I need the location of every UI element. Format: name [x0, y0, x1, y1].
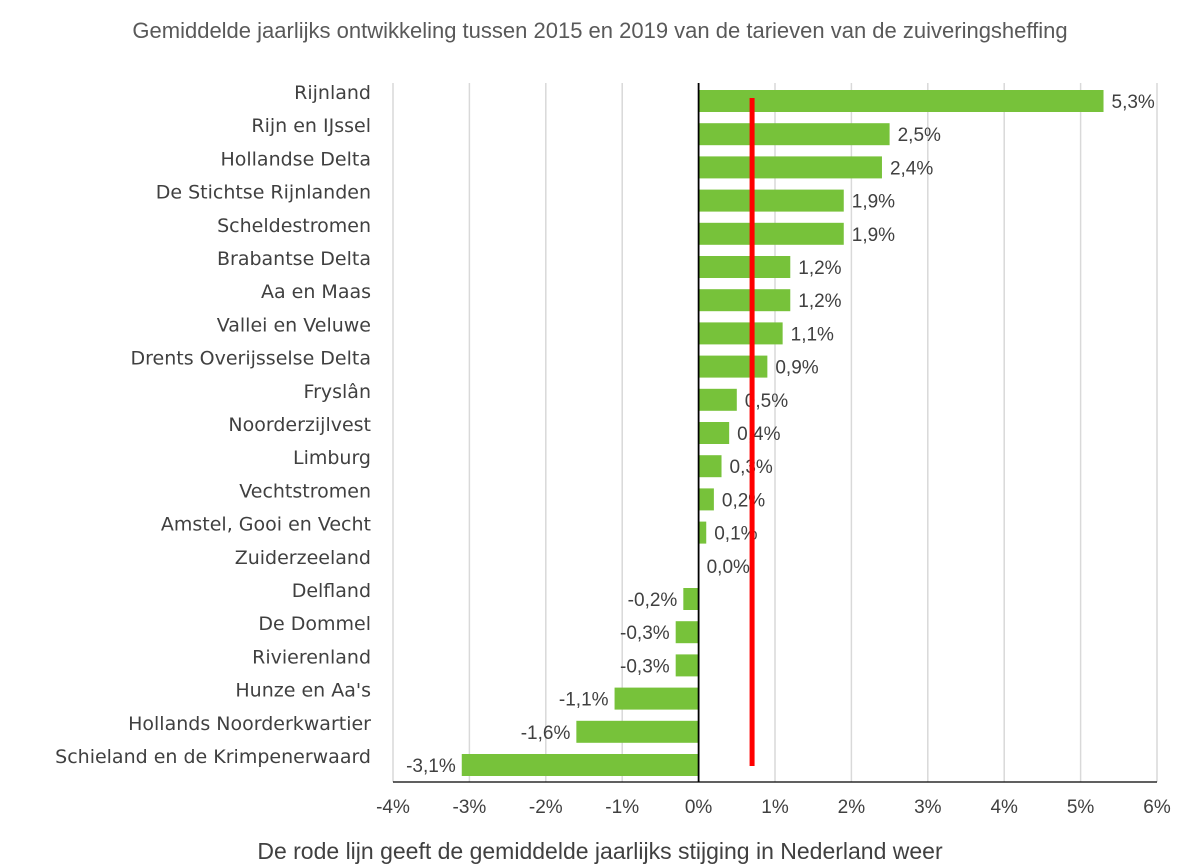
bar: [698, 422, 730, 444]
category-label: Aa en Maas: [261, 281, 371, 303]
data-label: -1,6%: [521, 723, 571, 744]
category-label: Amstel, Gooi en Vecht: [161, 514, 371, 536]
category-label: De Dommel: [258, 613, 371, 635]
data-label: -1,1%: [559, 690, 609, 711]
bar: [698, 289, 791, 312]
data-label: 0,0%: [707, 557, 750, 578]
bar: [698, 222, 844, 245]
chart-footnote: De rode lijn geeft de gemiddelde jaarlij…: [257, 838, 943, 864]
category-label: Noorderzijlvest: [228, 414, 371, 436]
bar: [576, 720, 699, 743]
data-label: 0,5%: [745, 391, 788, 412]
x-tick-label: 6%: [1143, 797, 1171, 818]
category-label: Limburg: [293, 447, 371, 469]
category-label: Drents Overijsselse Delta: [131, 348, 372, 370]
bar: [698, 388, 737, 411]
data-label: 0,2%: [722, 490, 765, 511]
category-label: Rivierenland: [252, 646, 371, 668]
data-label: 1,9%: [852, 192, 895, 213]
data-label: 1,2%: [798, 258, 841, 279]
x-tick-label: -1%: [605, 797, 639, 818]
bar: [698, 322, 783, 345]
category-label: Hunze en Aa's: [235, 680, 371, 702]
category-label: Vechtstromen: [239, 480, 371, 502]
category-label: Schieland en de Krimpenerwaard: [55, 746, 371, 768]
data-label: 0,4%: [737, 424, 780, 445]
category-label: Rijn en IJssel: [251, 115, 371, 137]
category-label: Hollands Noorderkwartier: [128, 713, 371, 735]
bar: [698, 90, 1104, 112]
data-label: 2,4%: [890, 158, 933, 179]
bar: [698, 123, 890, 146]
data-label: 5,3%: [1112, 92, 1155, 113]
category-label: De Stichtse Rijnlanden: [156, 182, 371, 204]
data-label: -0,3%: [620, 623, 670, 644]
data-label: 0,1%: [714, 524, 757, 545]
bar: [461, 754, 699, 776]
bar: [614, 687, 699, 710]
category-label: Delfland: [292, 580, 371, 602]
x-tick-label: -2%: [529, 797, 563, 818]
x-tick-label: 4%: [990, 797, 1018, 818]
data-label: 2,5%: [898, 125, 941, 146]
x-tick-label: 1%: [761, 797, 789, 818]
data-label: -3,1%: [406, 756, 456, 777]
bar: [698, 256, 791, 278]
category-label: Rijnland: [294, 82, 371, 104]
category-label: Fryslân: [304, 381, 371, 403]
x-tick-label: 0%: [685, 797, 713, 818]
bar: [698, 355, 768, 378]
bar: [698, 488, 714, 511]
bar: [675, 621, 699, 644]
category-label: Vallei en Veluwe: [217, 314, 371, 336]
bar: [683, 588, 699, 610]
category-label: Brabantse Delta: [217, 248, 371, 270]
x-tick-label: -3%: [453, 797, 487, 818]
chart-title: Gemiddelde jaarlijks ontwikkeling tussen…: [132, 18, 1068, 43]
data-label: -0,2%: [628, 590, 678, 611]
bar: [698, 156, 882, 179]
bar: [698, 521, 707, 544]
category-label: Zuiderzeeland: [235, 547, 371, 569]
x-tick-label: 3%: [914, 797, 942, 818]
data-label: 1,2%: [798, 291, 841, 312]
bar: [698, 455, 722, 478]
x-tick-label: -4%: [376, 797, 410, 818]
data-label: 0,9%: [775, 358, 818, 379]
data-label: 1,1%: [791, 324, 834, 345]
bar: [675, 654, 699, 677]
bar: [698, 189, 844, 212]
x-tick-label: 5%: [1067, 797, 1095, 818]
x-tick-label: 2%: [838, 797, 866, 818]
category-label: Scheldestromen: [217, 215, 371, 237]
data-label: -0,3%: [620, 656, 670, 677]
data-label: 1,9%: [852, 225, 895, 246]
category-label: Hollandse Delta: [220, 148, 371, 170]
